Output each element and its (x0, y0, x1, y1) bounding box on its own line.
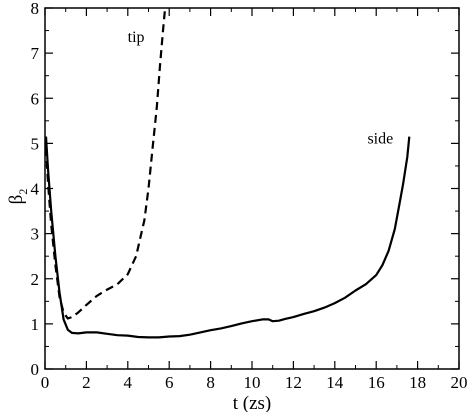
series-layer (44, 7, 411, 339)
x-tick-label: 0 (41, 373, 50, 392)
y-tick-label: 5 (31, 134, 40, 153)
y-tick-label: 1 (31, 315, 40, 334)
y-axis-label-main: β (6, 195, 27, 205)
series-line-side (44, 136, 411, 339)
series-line-tip (44, 7, 167, 320)
x-tick-label: 6 (165, 373, 174, 392)
y-tick-label: 8 (31, 0, 40, 18)
annotations: tip side (128, 29, 394, 148)
y-tick-label: 2 (31, 270, 40, 289)
x-tick-label: 18 (409, 373, 426, 392)
y-tick-label: 4 (31, 180, 40, 199)
x-tick-label: 8 (206, 373, 215, 392)
x-axis-label: t (zs) (233, 393, 272, 412)
x-tick-label: 14 (326, 373, 344, 392)
x-tick-label: 16 (368, 373, 385, 392)
x-tick-label: 10 (244, 373, 261, 392)
x-tick-label: 20 (451, 373, 468, 392)
axis-ticks (44, 7, 460, 370)
y-tick-label: 7 (31, 44, 40, 63)
annotation-side: side (367, 130, 393, 147)
y-tick-label: 3 (31, 225, 40, 244)
x-tick-label: 12 (285, 373, 302, 392)
x-tick-label: 2 (82, 373, 91, 392)
x-tick-label: 4 (124, 373, 133, 392)
annotation-tip: tip (128, 29, 145, 46)
y-tick-label: 6 (31, 89, 40, 108)
y-axis-label-subscript: 2 (16, 189, 30, 195)
y-axis-label: β2 (6, 189, 30, 205)
plot-frame (44, 7, 460, 370)
y-tick-label: 0 (31, 360, 40, 379)
